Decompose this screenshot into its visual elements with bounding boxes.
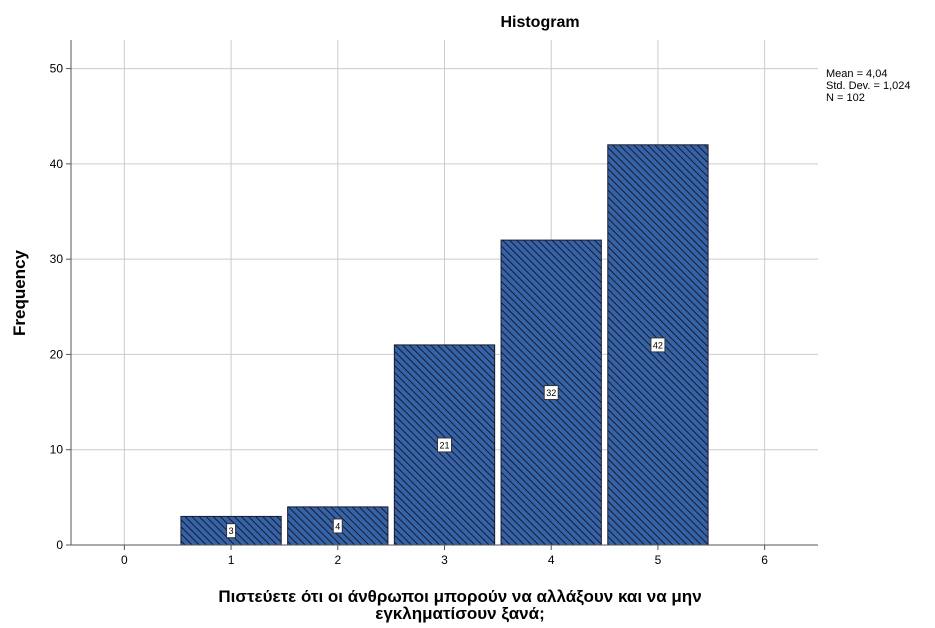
x-tick-label: 2 <box>334 553 341 567</box>
stat-std-dev: Std. Dev. = 1,024 <box>826 80 911 92</box>
data-labels: 3 4 21 32 42 <box>226 337 666 539</box>
x-tick-label: 6 <box>761 553 768 567</box>
data-label: 21 <box>439 440 449 450</box>
y-tick-label: 30 <box>50 252 64 266</box>
y-tick-label: 50 <box>50 62 64 76</box>
x-tick-label: 5 <box>655 553 662 567</box>
data-label-box <box>437 437 452 453</box>
data-label-box <box>543 385 559 401</box>
data-label: 32 <box>546 388 556 398</box>
stat-mean: Mean = 4,04 <box>826 68 888 80</box>
stat-n: N = 102 <box>826 92 865 104</box>
y-tick-label: 40 <box>50 157 64 171</box>
chart-title: Histogram <box>500 14 580 31</box>
data-label-box <box>650 337 666 353</box>
tick-labels: 0 10 20 30 40 50 0 1 2 3 4 5 6 <box>50 62 769 567</box>
stats-box: Mean = 4,04 Std. Dev. = 1,024 N = 102 <box>826 68 911 104</box>
data-label-box <box>226 523 237 539</box>
x-tick-label: 1 <box>228 553 235 567</box>
data-label-box <box>332 518 343 534</box>
y-tick-label: 20 <box>50 347 64 361</box>
x-axis-label-line-2: εγκληματίσουν ξανά; <box>375 604 545 623</box>
x-tick-label: 4 <box>548 553 555 567</box>
histogram-bar <box>393 344 496 546</box>
y-tick-label: 0 <box>56 538 63 552</box>
y-axis-label: Frequency <box>10 250 29 336</box>
x-axis-label-line-1: Πιστεύετε ότι οι άνθρωποι μπορούν να αλλ… <box>218 587 702 606</box>
x-tick-label: 0 <box>121 553 128 567</box>
data-label: 4 <box>335 521 340 531</box>
data-label: 3 <box>229 526 234 536</box>
data-label: 42 <box>653 340 663 350</box>
y-tick-label: 10 <box>50 443 64 457</box>
axes <box>66 40 818 550</box>
x-tick-label: 3 <box>441 553 448 567</box>
x-axis-label: Πιστεύετε ότι οι άνθρωποι μπορούν να αλλ… <box>180 588 740 622</box>
